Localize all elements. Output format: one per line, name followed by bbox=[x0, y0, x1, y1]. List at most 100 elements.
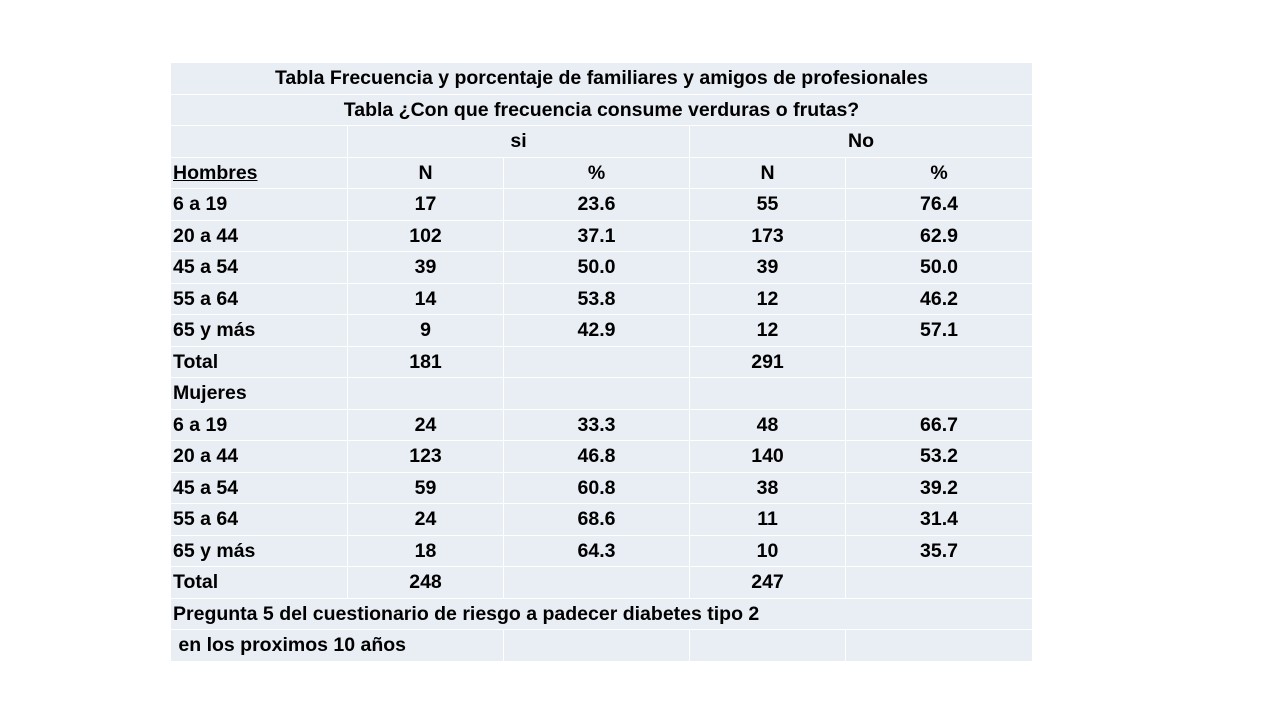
group-header-no: No bbox=[688, 125, 1034, 158]
header-hombres: Hombres bbox=[170, 156, 348, 189]
row-label: 45 a 54 bbox=[170, 251, 348, 284]
cell-pct-no: 50.0 bbox=[844, 251, 1034, 284]
cell-pct-si: 64.3 bbox=[503, 534, 690, 567]
header-pct-no: % bbox=[844, 156, 1034, 189]
total-row-hombres: Total 181 291 bbox=[170, 345, 1034, 378]
column-header-row: Hombres N % N % bbox=[170, 156, 1034, 189]
section-label-mujeres: Mujeres bbox=[170, 377, 348, 410]
header-n-no: N bbox=[689, 156, 846, 189]
cell-pct-si: 50.0 bbox=[503, 251, 690, 284]
cell-pct-no: 76.4 bbox=[844, 188, 1034, 221]
cell-pct-no: 62.9 bbox=[844, 219, 1034, 252]
cell-pct-si: 42.9 bbox=[503, 314, 690, 347]
row-label: 6 a 19 bbox=[170, 408, 348, 441]
cell-pct-no: 57.1 bbox=[844, 314, 1034, 347]
cell-pct-no: 35.7 bbox=[844, 534, 1034, 567]
total-row-mujeres: Total 248 247 bbox=[170, 566, 1034, 599]
row-label: 55 a 64 bbox=[170, 503, 348, 536]
table-row: 6 a 19 24 33.3 48 66.7 bbox=[170, 408, 1034, 441]
row-label: Total bbox=[170, 566, 348, 599]
header-pct-si: % bbox=[503, 156, 690, 189]
cell-n-si: 14 bbox=[347, 282, 504, 315]
cell-n-si: 17 bbox=[347, 188, 504, 221]
footnote-row-2: en los proximos 10 años bbox=[170, 629, 1034, 662]
cell-n-no: 12 bbox=[689, 282, 846, 315]
cell-n-no: 55 bbox=[689, 188, 846, 221]
row-label: 65 y más bbox=[170, 314, 348, 347]
table-row: 6 a 19 17 23.6 55 76.4 bbox=[170, 188, 1034, 221]
footnote-row-1: Pregunta 5 del cuestionario de riesgo a … bbox=[169, 597, 1034, 630]
cell-n-si: 39 bbox=[347, 251, 504, 284]
group-header-row: si No bbox=[170, 125, 1034, 158]
table-title: Tabla Frecuencia y porcentaje de familia… bbox=[169, 62, 1034, 95]
cell-empty bbox=[503, 566, 690, 599]
table-subtitle: Tabla ¿Con que frecuencia consume verdur… bbox=[169, 93, 1034, 126]
cell-pct-no: 31.4 bbox=[844, 503, 1034, 536]
cell-n-si: 24 bbox=[347, 408, 504, 441]
cell-empty bbox=[689, 629, 846, 662]
cell-n-no: 173 bbox=[689, 219, 846, 252]
cell-n-no: 12 bbox=[689, 314, 846, 347]
cell-pct-si: 46.8 bbox=[503, 440, 690, 473]
footnote-line-1: Pregunta 5 del cuestionario de riesgo a … bbox=[169, 597, 1034, 630]
cell-empty bbox=[844, 377, 1034, 410]
cell-empty bbox=[844, 629, 1034, 662]
cell-n-no: 140 bbox=[689, 440, 846, 473]
cell-pct-si: 23.6 bbox=[503, 188, 690, 221]
cell-n-no: 291 bbox=[689, 345, 846, 378]
cell-n-no: 247 bbox=[689, 566, 846, 599]
cell-pct-si: 68.6 bbox=[503, 503, 690, 536]
table-row: 55 a 64 24 68.6 11 31.4 bbox=[170, 503, 1034, 536]
cell-n-no: 39 bbox=[689, 251, 846, 284]
row-label: Total bbox=[170, 345, 348, 378]
cell-empty bbox=[844, 345, 1034, 378]
cell-pct-no: 66.7 bbox=[844, 408, 1034, 441]
cell-n-no: 11 bbox=[689, 503, 846, 536]
cell-n-si: 24 bbox=[347, 503, 504, 536]
table-row: 65 y más 18 64.3 10 35.7 bbox=[170, 534, 1034, 567]
row-label: 55 a 64 bbox=[170, 282, 348, 315]
row-label: 20 a 44 bbox=[170, 219, 348, 252]
cell-empty bbox=[503, 345, 690, 378]
frequency-table: Tabla Frecuencia y porcentaje de familia… bbox=[169, 62, 1034, 662]
group-header-si: si bbox=[347, 125, 690, 158]
footnote-line-2: en los proximos 10 años bbox=[170, 629, 504, 662]
row-label: 65 y más bbox=[170, 534, 348, 567]
group-header-empty bbox=[170, 125, 348, 158]
cell-pct-si: 60.8 bbox=[503, 471, 690, 504]
table-row: 20 a 44 102 37.1 173 62.9 bbox=[170, 219, 1034, 252]
cell-n-no: 10 bbox=[689, 534, 846, 567]
cell-pct-si: 53.8 bbox=[503, 282, 690, 315]
row-label: 20 a 44 bbox=[170, 440, 348, 473]
cell-empty bbox=[844, 566, 1034, 599]
cell-n-no: 38 bbox=[689, 471, 846, 504]
cell-n-si: 248 bbox=[347, 566, 504, 599]
row-label: 6 a 19 bbox=[170, 188, 348, 221]
cell-pct-si: 37.1 bbox=[503, 219, 690, 252]
cell-pct-no: 46.2 bbox=[844, 282, 1034, 315]
cell-empty bbox=[689, 377, 846, 410]
table-row: 45 a 54 59 60.8 38 39.2 bbox=[170, 471, 1034, 504]
section-row-mujeres: Mujeres bbox=[170, 377, 1034, 410]
title-row-1: Tabla Frecuencia y porcentaje de familia… bbox=[169, 62, 1034, 95]
table-row: 65 y más 9 42.9 12 57.1 bbox=[170, 314, 1034, 347]
cell-pct-no: 53.2 bbox=[844, 440, 1034, 473]
table-row: 55 a 64 14 53.8 12 46.2 bbox=[170, 282, 1034, 315]
title-row-2: Tabla ¿Con que frecuencia consume verdur… bbox=[169, 93, 1034, 126]
cell-empty bbox=[503, 629, 690, 662]
cell-n-si: 123 bbox=[347, 440, 504, 473]
cell-n-si: 9 bbox=[347, 314, 504, 347]
cell-empty bbox=[503, 377, 690, 410]
table-row: 20 a 44 123 46.8 140 53.2 bbox=[170, 440, 1034, 473]
cell-empty bbox=[347, 377, 504, 410]
cell-pct-no: 39.2 bbox=[844, 471, 1034, 504]
row-label: 45 a 54 bbox=[170, 471, 348, 504]
cell-n-si: 59 bbox=[347, 471, 504, 504]
table-row: 45 a 54 39 50.0 39 50.0 bbox=[170, 251, 1034, 284]
cell-n-si: 181 bbox=[347, 345, 504, 378]
header-n-si: N bbox=[347, 156, 504, 189]
cell-pct-si: 33.3 bbox=[503, 408, 690, 441]
cell-n-si: 102 bbox=[347, 219, 504, 252]
cell-n-no: 48 bbox=[689, 408, 846, 441]
